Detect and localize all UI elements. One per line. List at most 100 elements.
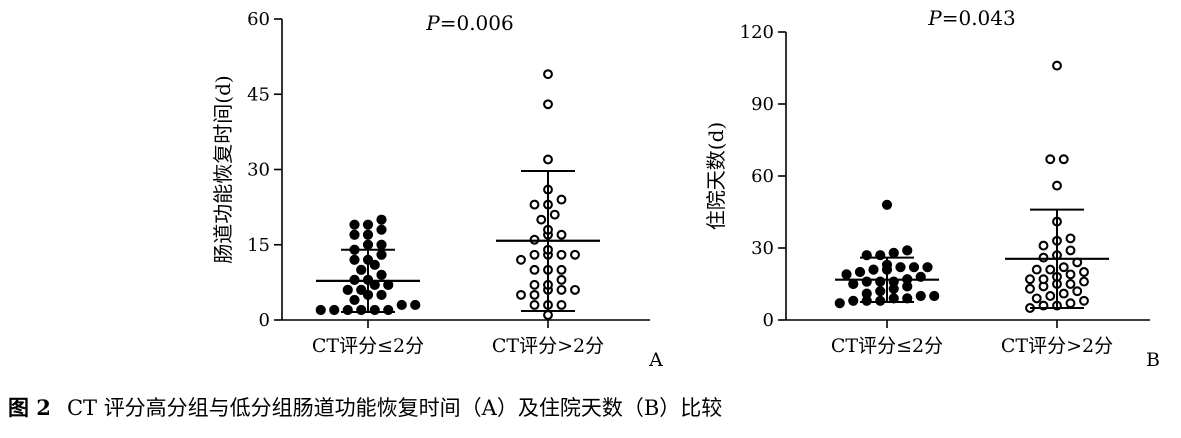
data-point [1058, 288, 1069, 299]
data-point [1045, 291, 1056, 301]
data-point [383, 304, 394, 316]
panel-label: B [1146, 349, 1160, 371]
data-point [1065, 298, 1076, 309]
data-point [376, 214, 387, 225]
data-point [356, 264, 367, 275]
data-point [369, 259, 380, 270]
figure-caption-label: 图 2 [8, 395, 51, 420]
data-point [1052, 180, 1062, 191]
x-tick-label: CT评分≤2分 [831, 335, 943, 357]
data-point [875, 286, 886, 297]
data-point [349, 219, 360, 230]
data-point [1058, 154, 1069, 165]
data-point [543, 69, 553, 80]
data-point [516, 289, 526, 300]
data-point [369, 304, 380, 316]
data-point [556, 284, 567, 295]
data-point [362, 229, 374, 240]
data-point [356, 284, 367, 295]
data-point [349, 229, 360, 240]
data-point [908, 262, 920, 273]
data-point [1038, 274, 1049, 285]
data-point [376, 239, 387, 250]
data-point [1031, 293, 1042, 304]
x-tick-label: CT评分>2分 [1001, 335, 1113, 357]
y-tick-label: 15 [247, 235, 270, 256]
data-point [543, 99, 553, 110]
figure-caption: 图 2 CT 评分高分组与低分组肠道功能恢复时间（A）及住院天数（B）比较 [8, 392, 722, 422]
data-point [529, 300, 540, 310]
data-point [895, 262, 906, 273]
data-point [1045, 154, 1056, 165]
data-point [1079, 267, 1089, 277]
data-point [1065, 245, 1076, 256]
panel-label: A [648, 349, 663, 371]
y-axis-label: 住院天数(d) [704, 122, 728, 230]
data-point [362, 219, 374, 230]
y-tick-label: 120 [740, 22, 774, 43]
data-point [556, 194, 567, 205]
data-point [929, 290, 940, 302]
data-point [1065, 233, 1076, 244]
data-point [875, 295, 886, 306]
data-point [1065, 269, 1076, 280]
data-point [1025, 283, 1035, 294]
data-point [888, 247, 899, 258]
data-point [536, 214, 547, 225]
data-point [529, 279, 540, 290]
data-point [1045, 264, 1056, 275]
x-tick-label: CT评分≤2分 [312, 335, 424, 357]
y-tick-label: 0 [763, 310, 774, 331]
data-point [848, 295, 859, 306]
data-point [1038, 240, 1049, 251]
data-point [556, 274, 567, 285]
y-tick-label: 60 [247, 9, 270, 30]
data-point [1025, 274, 1035, 285]
data-point [356, 304, 367, 316]
data-point [556, 264, 567, 275]
data-point [362, 239, 374, 250]
data-point [1052, 60, 1062, 71]
data-point [342, 284, 353, 295]
y-tick-label: 30 [751, 238, 774, 259]
chart-panel-a: 0 15 30 45 60 CT评分≤2分 CT评分>2分 肠道功能恢复时间(d) P=0.00… [211, 9, 663, 371]
data-point [396, 299, 407, 311]
y-axis-label: 肠道功能恢复时间(d) [211, 75, 235, 263]
data-point [902, 245, 913, 256]
data-point [543, 154, 553, 165]
data-point [570, 249, 580, 260]
data-point [888, 276, 899, 287]
data-point [516, 254, 526, 265]
data-point [342, 304, 353, 316]
data-point [349, 254, 360, 265]
data-point [834, 298, 845, 309]
data-point [922, 262, 933, 273]
y-tick-label: 30 [247, 160, 270, 181]
data-point [881, 199, 893, 210]
data-point [556, 229, 567, 240]
y-tick-label: 60 [751, 166, 774, 187]
data-point [854, 266, 866, 278]
data-point [868, 264, 879, 275]
data-point [376, 269, 387, 280]
data-point [376, 289, 387, 301]
data-point [349, 294, 360, 306]
data-point [556, 300, 567, 310]
data-point [529, 289, 540, 300]
data-point [410, 299, 421, 311]
data-point [556, 249, 567, 260]
data-point [549, 209, 560, 220]
p-value-annotation: P=0.006 [425, 11, 513, 35]
data-point [1031, 264, 1042, 275]
data-point [329, 304, 340, 316]
data-point [861, 288, 872, 299]
data-point [1079, 276, 1089, 287]
figure-caption-text: CT 评分高分组与低分组肠道功能恢复时间（A）及住院天数（B）比较 [66, 396, 723, 420]
y-tick-label: 0 [259, 310, 270, 331]
data-point [915, 290, 926, 302]
data-point [529, 199, 540, 210]
data-point [529, 264, 540, 275]
x-tick-label: CT评分>2分 [492, 335, 604, 357]
data-point [1065, 279, 1076, 289]
